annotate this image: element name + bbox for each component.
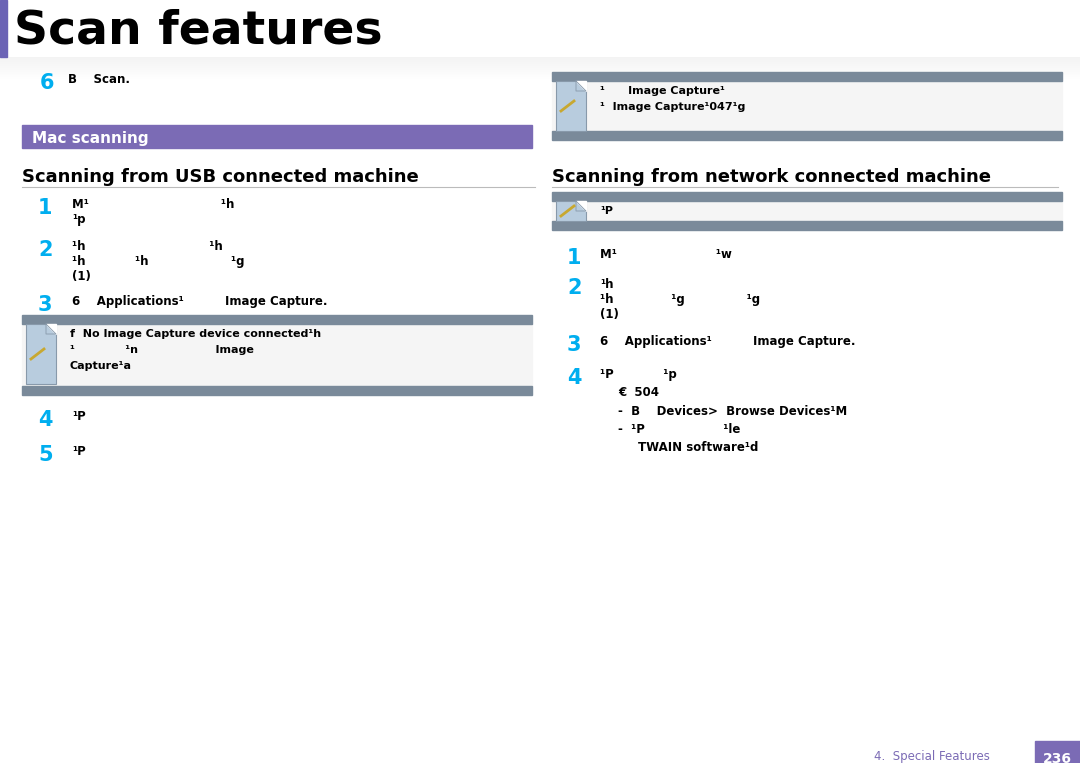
- Text: 5: 5: [38, 445, 53, 465]
- Text: TWAIN software¹d: TWAIN software¹d: [638, 441, 758, 454]
- Text: 2: 2: [38, 240, 53, 260]
- Polygon shape: [46, 324, 56, 334]
- Bar: [552, 131, 1062, 140]
- Bar: [552, 201, 1062, 221]
- FancyBboxPatch shape: [556, 81, 586, 131]
- Text: ¹h            ¹h                    ¹g: ¹h ¹h ¹g: [72, 255, 244, 268]
- Bar: [22, 386, 532, 395]
- Text: 1: 1: [38, 198, 53, 218]
- Text: 6    Applications¹          Image Capture.: 6 Applications¹ Image Capture.: [72, 295, 327, 308]
- Text: (1): (1): [600, 308, 619, 321]
- Text: ¹P: ¹P: [72, 410, 85, 423]
- Text: ¹P: ¹P: [600, 206, 613, 216]
- Text: 236: 236: [1042, 752, 1071, 763]
- Text: f  No Image Capture device connected¹h: f No Image Capture device connected¹h: [70, 329, 321, 339]
- Bar: [552, 221, 1062, 230]
- Text: ¹      Image Capture¹: ¹ Image Capture¹: [600, 86, 725, 96]
- Polygon shape: [576, 81, 586, 91]
- Bar: [22, 125, 532, 148]
- Text: 4: 4: [38, 410, 53, 430]
- Text: €  504: € 504: [618, 386, 659, 399]
- Text: 4: 4: [567, 368, 581, 388]
- Bar: [1035, 741, 1080, 763]
- FancyBboxPatch shape: [556, 201, 586, 221]
- Text: Scanning from network connected machine: Scanning from network connected machine: [552, 168, 991, 186]
- Text: 6: 6: [40, 73, 54, 93]
- Bar: [22, 315, 532, 324]
- Bar: [22, 324, 532, 386]
- Text: ¹P            ¹p: ¹P ¹p: [600, 368, 677, 381]
- Text: B    Scan.: B Scan.: [68, 73, 130, 86]
- Bar: [552, 72, 1062, 81]
- Polygon shape: [576, 201, 586, 211]
- Text: ¹h              ¹g               ¹g: ¹h ¹g ¹g: [600, 293, 760, 306]
- Bar: [0, 0, 6, 57]
- Text: Capture¹a: Capture¹a: [70, 361, 132, 371]
- Text: (1): (1): [72, 270, 91, 283]
- Text: 3: 3: [567, 335, 581, 355]
- Text: ¹p: ¹p: [72, 213, 85, 226]
- Text: M¹                                ¹h: M¹ ¹h: [72, 198, 234, 211]
- Text: 4.  Special Features: 4. Special Features: [874, 750, 990, 763]
- Text: Scanning from USB connected machine: Scanning from USB connected machine: [22, 168, 419, 186]
- Text: ¹h                              ¹h: ¹h ¹h: [72, 240, 222, 253]
- Text: 6    Applications¹          Image Capture.: 6 Applications¹ Image Capture.: [600, 335, 855, 348]
- Text: ¹P: ¹P: [72, 445, 85, 458]
- Text: ¹h: ¹h: [600, 278, 613, 291]
- Bar: [552, 81, 1062, 131]
- Text: ¹             ¹n                    Image: ¹ ¹n Image: [70, 345, 254, 355]
- Text: Mac scanning: Mac scanning: [32, 131, 149, 146]
- Text: 2: 2: [567, 278, 581, 298]
- Text: ¹  Image Capture¹047¹g: ¹ Image Capture¹047¹g: [600, 102, 745, 112]
- Text: -  B    Devices>  Browse Devices¹M: - B Devices> Browse Devices¹M: [618, 405, 847, 418]
- Text: 3: 3: [38, 295, 53, 315]
- Text: 1: 1: [567, 248, 581, 268]
- FancyBboxPatch shape: [26, 324, 56, 384]
- Text: Scan features: Scan features: [14, 8, 382, 53]
- Text: -  ¹P                   ¹le: - ¹P ¹le: [618, 423, 741, 436]
- Text: M¹                        ¹w: M¹ ¹w: [600, 248, 732, 261]
- Bar: [552, 192, 1062, 201]
